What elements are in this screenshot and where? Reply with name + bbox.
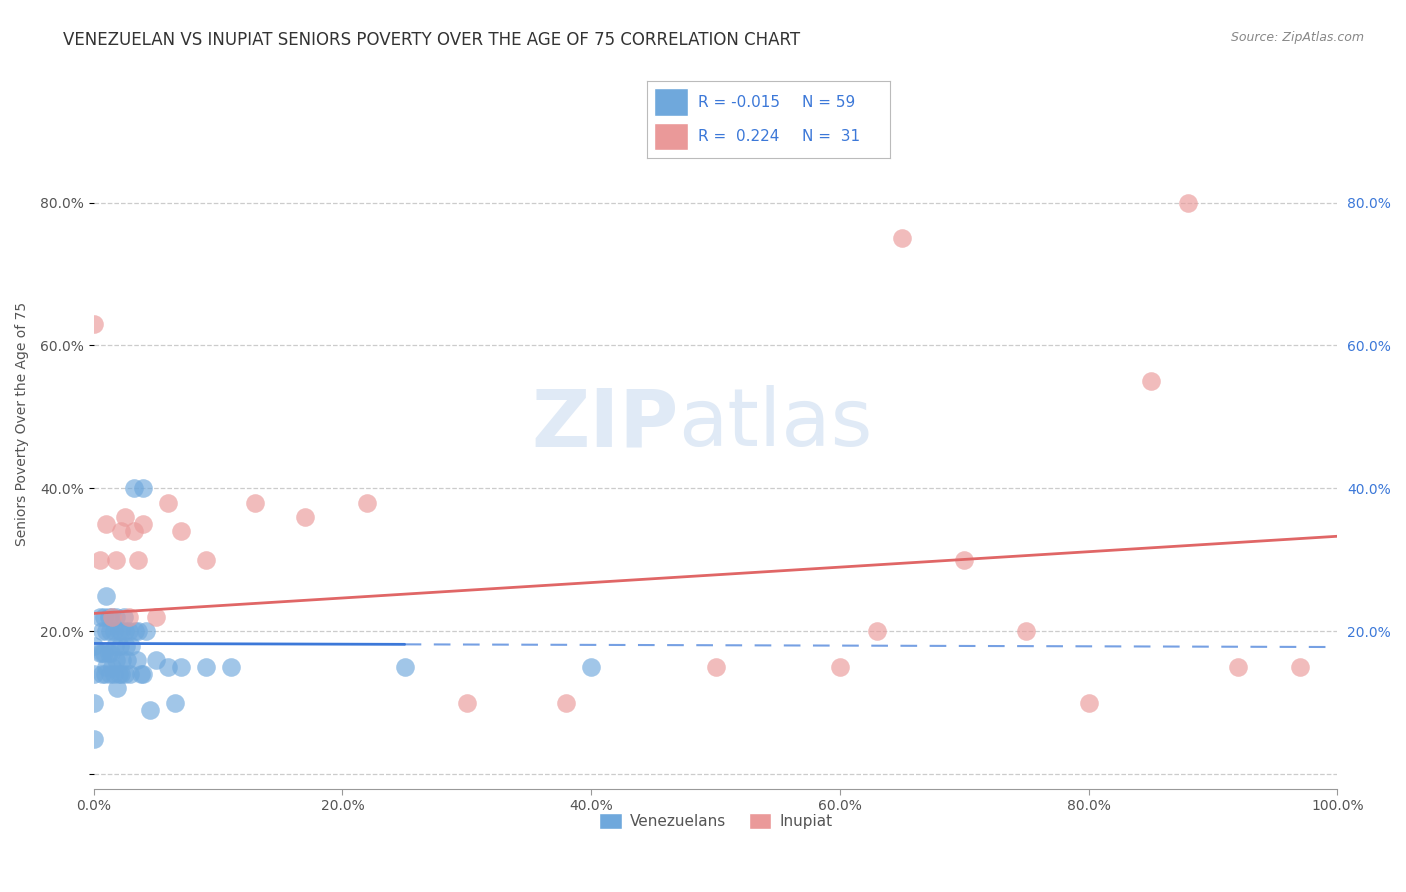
- Point: [1077, 696, 1099, 710]
- Point: [194, 660, 217, 674]
- Point: [98, 667, 121, 681]
- Point: [953, 553, 976, 567]
- Point: [117, 610, 139, 624]
- Point: [555, 696, 578, 710]
- Point: [110, 624, 132, 639]
- Point: [100, 646, 122, 660]
- Point: [124, 624, 146, 639]
- Point: [456, 696, 478, 710]
- Point: [828, 660, 851, 674]
- Point: [103, 624, 125, 639]
- Point: [1289, 660, 1312, 674]
- Point: [132, 667, 155, 681]
- Point: [114, 510, 136, 524]
- Point: [170, 524, 193, 539]
- Point: [1226, 660, 1249, 674]
- Point: [219, 660, 242, 674]
- Point: [89, 646, 111, 660]
- Text: Source: ZipAtlas.com: Source: ZipAtlas.com: [1230, 31, 1364, 45]
- Point: [127, 553, 149, 567]
- Point: [704, 660, 727, 674]
- Point: [111, 653, 134, 667]
- Point: [89, 610, 111, 624]
- Point: [145, 653, 167, 667]
- Text: ZIP: ZIP: [531, 385, 678, 463]
- Point: [89, 553, 111, 567]
- Point: [1140, 374, 1163, 388]
- Point: [105, 681, 128, 696]
- Point: [118, 667, 141, 681]
- Point: [356, 496, 378, 510]
- Point: [1177, 195, 1199, 210]
- Point: [101, 660, 124, 674]
- Point: [163, 696, 186, 710]
- Point: [91, 624, 114, 639]
- Legend: Venezuelans, Inupiat: Venezuelans, Inupiat: [593, 807, 838, 836]
- Point: [127, 653, 149, 667]
- Point: [891, 231, 914, 245]
- Point: [132, 482, 155, 496]
- Point: [110, 524, 132, 539]
- Point: [120, 639, 142, 653]
- Point: [97, 646, 120, 660]
- Point: [105, 610, 128, 624]
- Point: [101, 610, 124, 624]
- Point: [127, 624, 149, 639]
- Point: [94, 517, 117, 532]
- Point: [107, 624, 129, 639]
- Point: [866, 624, 889, 639]
- Point: [132, 517, 155, 532]
- Point: [94, 660, 117, 674]
- Point: [83, 317, 105, 331]
- Point: [103, 667, 125, 681]
- Point: [91, 646, 114, 660]
- Point: [117, 653, 139, 667]
- Point: [94, 589, 117, 603]
- Point: [114, 667, 136, 681]
- Point: [115, 639, 138, 653]
- Point: [579, 660, 602, 674]
- Point: [135, 624, 157, 639]
- Point: [83, 667, 105, 681]
- Text: VENEZUELAN VS INUPIAT SENIORS POVERTY OVER THE AGE OF 75 CORRELATION CHART: VENEZUELAN VS INUPIAT SENIORS POVERTY OV…: [63, 31, 800, 49]
- Point: [394, 660, 416, 674]
- Point: [94, 624, 117, 639]
- Point: [104, 639, 127, 653]
- Point: [110, 667, 132, 681]
- Point: [114, 624, 136, 639]
- Point: [138, 703, 160, 717]
- Point: [83, 731, 105, 746]
- Point: [93, 646, 115, 660]
- Point: [194, 553, 217, 567]
- Point: [108, 639, 131, 653]
- Point: [129, 667, 152, 681]
- Point: [294, 510, 316, 524]
- Point: [93, 610, 115, 624]
- Point: [170, 660, 193, 674]
- Point: [1015, 624, 1038, 639]
- Point: [122, 524, 145, 539]
- Point: [98, 624, 121, 639]
- Point: [157, 660, 180, 674]
- Point: [112, 610, 135, 624]
- Point: [83, 696, 105, 710]
- Y-axis label: Seniors Poverty Over the Age of 75: Seniors Poverty Over the Age of 75: [15, 302, 30, 546]
- Point: [245, 496, 267, 510]
- Point: [145, 610, 167, 624]
- Point: [117, 624, 139, 639]
- Point: [83, 639, 105, 653]
- Text: atlas: atlas: [678, 385, 873, 463]
- Point: [94, 667, 117, 681]
- Point: [107, 667, 129, 681]
- Point: [157, 496, 180, 510]
- Point: [101, 610, 124, 624]
- Point: [105, 553, 128, 567]
- Point: [91, 667, 114, 681]
- Point: [97, 610, 120, 624]
- Point: [105, 653, 128, 667]
- Point: [122, 482, 145, 496]
